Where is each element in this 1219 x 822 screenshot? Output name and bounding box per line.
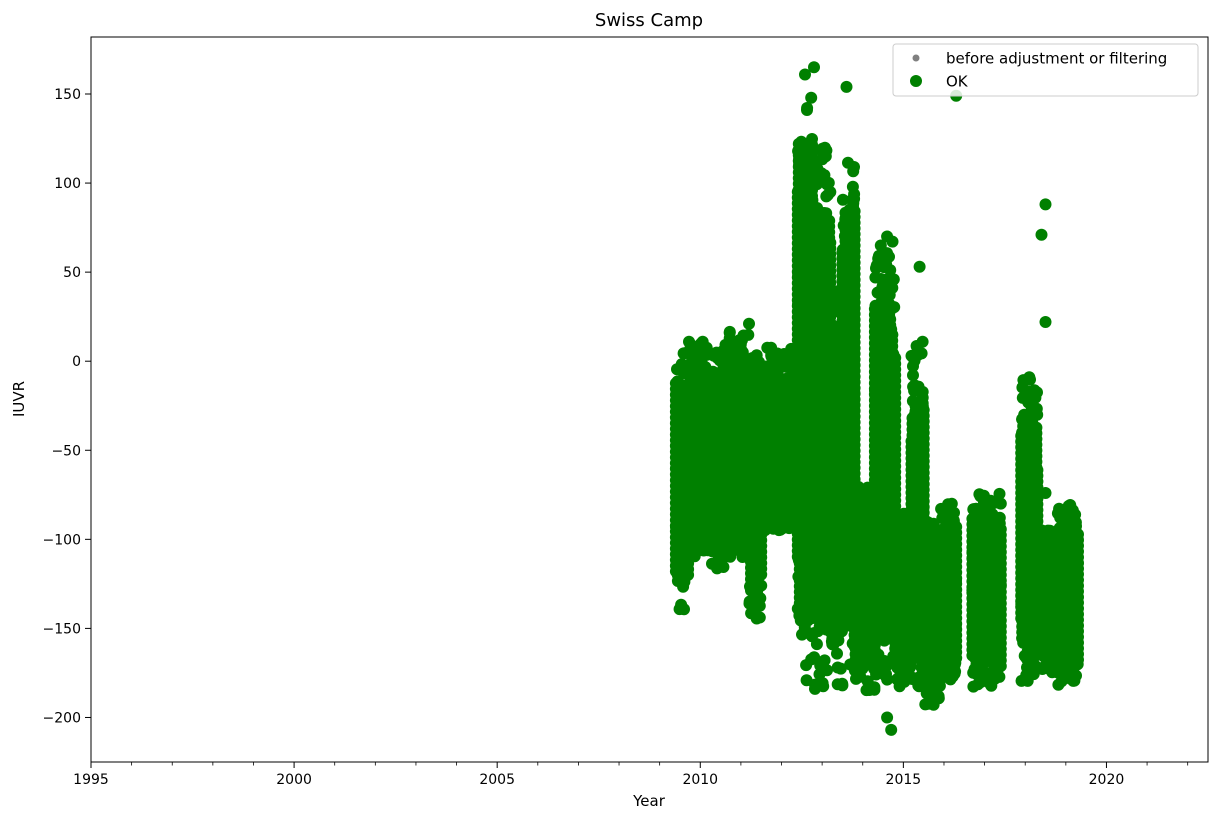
ok-data-point <box>724 550 737 563</box>
ok-data-point <box>700 341 713 354</box>
ok-data-point <box>687 358 700 371</box>
ok-data-point <box>796 628 808 641</box>
ok-data-point <box>723 332 736 345</box>
ok-data-point <box>689 342 702 355</box>
ok-data-point <box>683 541 696 554</box>
ok-data-point <box>768 516 781 529</box>
ok-data-point <box>801 102 814 114</box>
ok-data-point <box>673 603 686 616</box>
ok-data-point <box>706 557 718 570</box>
ok-data-point <box>745 607 758 620</box>
ok-data-point <box>693 544 705 557</box>
ok-data-point <box>805 91 818 104</box>
points-layer <box>669 61 1084 736</box>
chart-title: Swiss Camp <box>595 10 703 31</box>
